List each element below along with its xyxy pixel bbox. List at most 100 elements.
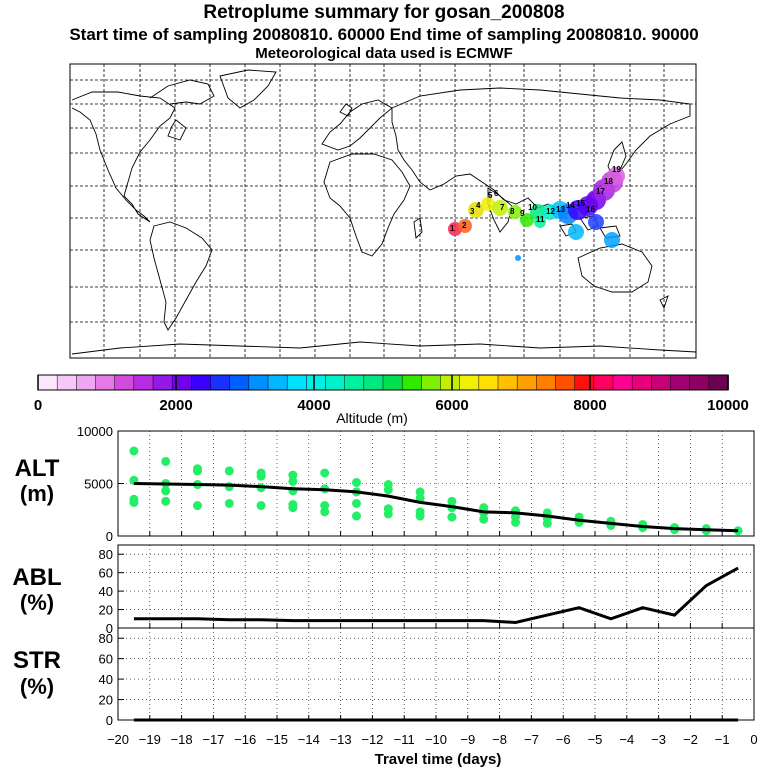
y-tick-label: 80 — [99, 547, 113, 562]
x-tick-label: 0 — [750, 732, 757, 747]
colorbar-segment — [421, 374, 442, 391]
y-tick-label: 60 — [99, 652, 113, 667]
plume-day-label: 18 — [604, 177, 613, 186]
x-tick-label: −10 — [425, 732, 447, 747]
plume-day-label: 19 — [612, 165, 621, 174]
plume-day-label: 17 — [596, 187, 605, 196]
x-tick-label: −8 — [492, 732, 507, 747]
plume-blob — [568, 224, 584, 240]
colorbar-segment — [440, 374, 461, 391]
x-tick-label: −5 — [588, 732, 603, 747]
altitude-point — [320, 507, 330, 517]
x-tick-label: −4 — [619, 732, 634, 747]
y-tick-label: 40 — [99, 672, 113, 687]
plume-blob — [508, 205, 522, 219]
colorbar-segment — [708, 374, 729, 391]
altitude-point — [320, 468, 330, 478]
plume-day-label: 5 — [488, 191, 493, 200]
x-tick-label: −2 — [683, 732, 698, 747]
altitude-point — [352, 511, 361, 521]
colorbar-segment — [612, 374, 633, 391]
plume-day-label: 8 — [510, 207, 515, 216]
colorbar-segment — [382, 374, 403, 391]
colorbar-segment — [248, 374, 269, 391]
colorbar-segment — [516, 374, 538, 391]
y-tick-label: 5000 — [84, 477, 113, 492]
panel-str: 0 20 40 60 80 — [99, 627, 755, 728]
alt-label: ALT — [15, 455, 60, 482]
x-tick-label: −3 — [651, 732, 666, 747]
colorbar-segment — [37, 374, 58, 391]
colorbar-tick-label: 6000 — [435, 397, 468, 414]
altitude-point — [161, 486, 171, 496]
meteorological-data-line: Meteorological data used is ECMWF — [255, 45, 513, 62]
altitude-point — [288, 503, 298, 513]
altitude-point — [193, 466, 202, 476]
plume-day-label: 3 — [470, 207, 475, 216]
x-tick-label: −16 — [234, 732, 256, 747]
x-tick-label: −12 — [361, 732, 383, 747]
colorbar-tick-label: 2000 — [159, 397, 192, 414]
plume-day-label: 2 — [462, 221, 467, 230]
altitude-point — [415, 487, 425, 497]
colorbar-segment — [344, 374, 365, 391]
plume-day-label: 14 — [566, 201, 575, 210]
altitude-point — [511, 517, 520, 527]
x-tick-label: −13 — [330, 732, 352, 747]
altitude-point — [542, 518, 552, 528]
altitude-point — [415, 511, 425, 521]
altitude-point — [161, 496, 171, 506]
plume-day-label: 15 — [576, 199, 585, 208]
plume-blob — [458, 219, 472, 233]
y-tick-label: 40 — [99, 584, 113, 599]
y-tick-label: 0 — [106, 529, 113, 544]
colorbar-segment — [56, 374, 78, 391]
colorbar-segment — [114, 374, 135, 391]
altitude-point — [320, 501, 330, 511]
panel-abl: 0 20 40 60 80 — [99, 544, 755, 636]
x-tick-label: −11 — [394, 732, 415, 747]
altitude-point — [129, 446, 139, 456]
altitude-point — [479, 514, 489, 524]
colorbar-tick-label: 10000 — [707, 397, 749, 414]
x-tick-label: −17 — [202, 732, 224, 747]
colorbar-segment — [536, 374, 557, 391]
plume-day-label: 10 — [528, 203, 537, 212]
abl-label: ABL — [12, 564, 61, 591]
x-tick-label: −1 — [715, 732, 730, 747]
plume-day-label: 16 — [586, 205, 595, 214]
chart-title: Retroplume summary for gosan_200808 — [203, 2, 565, 23]
panel-alt: 0 5000 10000 — [77, 424, 755, 544]
y-tick-label: 0 — [106, 713, 113, 728]
altitude-point — [447, 512, 457, 522]
abl-line — [133, 566, 739, 624]
x-tick-label: −7 — [524, 732, 539, 747]
colorbar-segment — [210, 374, 231, 391]
colorbar-segment — [401, 374, 423, 391]
colorbar-segment — [191, 374, 212, 391]
plume-blob — [604, 232, 620, 248]
colorbar-segment — [286, 374, 308, 391]
x-tick-label: −9 — [460, 732, 475, 747]
y-tick-label: 80 — [99, 631, 113, 646]
coastlines — [71, 69, 697, 355]
altitude-point — [383, 485, 393, 495]
colorbar-segment — [651, 374, 672, 391]
abl-unit: (%) — [20, 590, 54, 615]
colorbar-segment — [478, 374, 499, 391]
alt-mean-line — [133, 482, 739, 533]
plume-blob — [588, 214, 604, 230]
colorbar-segment — [133, 374, 154, 391]
colorbar-tick-label: 8000 — [573, 397, 606, 414]
colorbar-label: Altitude (m) — [336, 410, 408, 426]
colorbar-segment — [171, 374, 193, 391]
plume-day-label: 12 — [546, 207, 555, 216]
x-axis-label: Travel time (days) — [375, 751, 502, 768]
plume-day-label: 13 — [556, 205, 565, 214]
colorbar-segment — [459, 374, 480, 391]
colorbar-tick-label: 0 — [34, 397, 42, 414]
colorbar-segment — [593, 374, 614, 391]
